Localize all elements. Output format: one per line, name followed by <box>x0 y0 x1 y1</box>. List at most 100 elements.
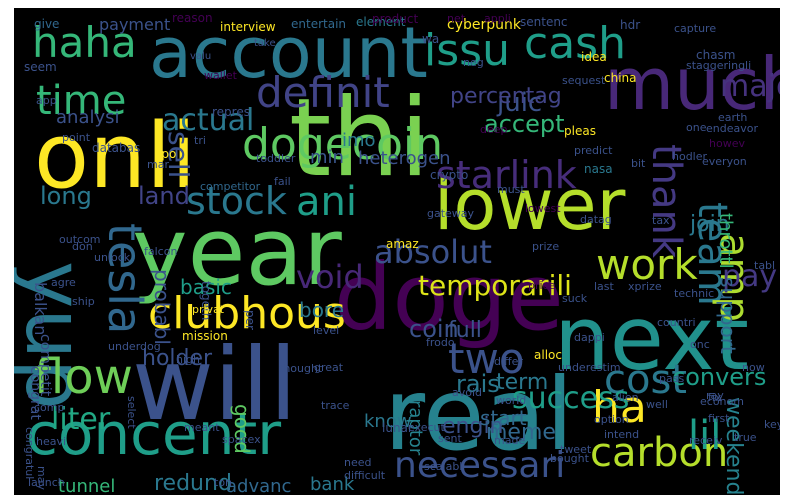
word-139: countri <box>657 316 696 329</box>
word-125: lowest <box>525 202 561 215</box>
word-187: point <box>62 131 91 144</box>
word-99: sequest <box>562 74 606 87</box>
word-123: gateway <box>427 207 475 220</box>
word-58: full <box>448 318 482 343</box>
word-121: unlock <box>94 251 131 264</box>
word-104: databas <box>92 141 141 155</box>
word-151: underestim <box>558 361 621 374</box>
word-96: seem <box>24 60 57 74</box>
word-78: payment <box>99 15 171 34</box>
word-128: prize <box>532 240 560 253</box>
word-14: starlink <box>436 153 577 197</box>
word-47: throttl <box>715 213 736 269</box>
word-188: datag <box>580 213 612 226</box>
word-148: world <box>496 394 527 407</box>
word-108: one <box>686 121 707 134</box>
word-119: don <box>72 240 93 253</box>
word-1: year <box>132 198 342 307</box>
word-110: mar <box>147 158 169 171</box>
word-177: suck <box>562 292 588 305</box>
word-82: cyberpunk <box>447 17 521 33</box>
word-88: appli <box>484 12 511 25</box>
word-5: onli <box>34 104 197 209</box>
word-131: togeth <box>199 281 213 321</box>
word-141: onc <box>690 338 710 351</box>
word-113: crypto <box>430 168 469 182</box>
word-9: yup <box>14 261 101 410</box>
word-158: congratul <box>23 427 36 480</box>
word-156: fix <box>708 391 722 404</box>
word-133: falcon <box>144 245 178 258</box>
word-135: ray <box>706 389 724 402</box>
word-102: howev <box>709 137 745 150</box>
word-61: convers <box>672 363 767 391</box>
word-191: staggeringli <box>686 59 752 72</box>
word-0: thi <box>289 76 430 201</box>
word-55: basic <box>180 275 232 299</box>
word-89: hdr <box>620 18 641 32</box>
word-95: chasm <box>696 48 736 62</box>
word-12: dogecoin <box>242 119 444 170</box>
word-54: probabl <box>150 269 174 345</box>
word-15: tesla <box>98 223 152 335</box>
word-163: heavi <box>36 435 67 448</box>
word-26: team <box>689 202 735 306</box>
word-29: two <box>448 334 525 383</box>
word-144: dappi <box>574 331 605 344</box>
word-43: accept <box>484 110 565 138</box>
word-66: know <box>364 411 412 432</box>
word-64: term <box>496 370 549 395</box>
word-97: china <box>604 71 637 85</box>
word-165: need <box>344 456 372 469</box>
word-166: execut <box>408 421 445 434</box>
word-35: pay <box>722 259 778 294</box>
word-189: tax <box>652 214 670 227</box>
word-85: reason <box>172 11 213 25</box>
word-17: work <box>596 240 698 289</box>
word-37: necessari <box>394 445 566 486</box>
word-39: actual <box>162 103 255 138</box>
word-140: key <box>764 418 780 431</box>
word-98: repres <box>212 105 250 119</box>
word-107: hodler <box>672 150 708 163</box>
word-45: sell <box>162 131 195 179</box>
word-159: meant <box>184 421 220 434</box>
word-16: clubhous <box>148 288 346 339</box>
word-71: tunnel <box>58 476 116 496</box>
word-84: give <box>34 17 60 31</box>
word-18: carbon <box>590 430 729 476</box>
word-27: thank <box>643 144 689 259</box>
word-19: haha <box>32 18 137 67</box>
word-67: good <box>230 404 254 454</box>
word-33: absolut <box>374 233 492 271</box>
word-51: min <box>310 147 344 168</box>
word-100: neg <box>463 56 484 69</box>
word-118: may <box>35 466 48 490</box>
word-134: tabl <box>754 259 776 272</box>
word-72: redund <box>154 471 232 495</box>
word-44: join <box>690 212 730 237</box>
word-143: great <box>314 361 344 374</box>
word-42: major <box>720 69 780 104</box>
word-114: deep <box>480 123 508 136</box>
word-83: sentenc <box>520 15 568 29</box>
word-153: well <box>646 398 668 411</box>
word-40: juic <box>497 88 543 118</box>
word-126: price <box>528 279 556 292</box>
word-101: earth <box>718 111 748 124</box>
word-11: concentr <box>26 400 282 468</box>
word-79: interview <box>220 20 276 34</box>
word-13: flow <box>34 349 133 405</box>
word-138: alloc <box>534 348 562 362</box>
word-111: toddler <box>256 152 296 165</box>
word-127: last <box>594 280 614 293</box>
word-75: congrat <box>27 366 43 420</box>
word-152: pass <box>659 372 685 385</box>
word-174: launch <box>28 476 65 489</box>
word-124: must <box>497 183 525 196</box>
word-4: real <box>384 356 574 473</box>
word-7: account <box>149 12 428 94</box>
word-69: engin <box>442 414 504 439</box>
word-52: heterogen <box>358 148 451 169</box>
word-154: econom <box>700 395 744 408</box>
